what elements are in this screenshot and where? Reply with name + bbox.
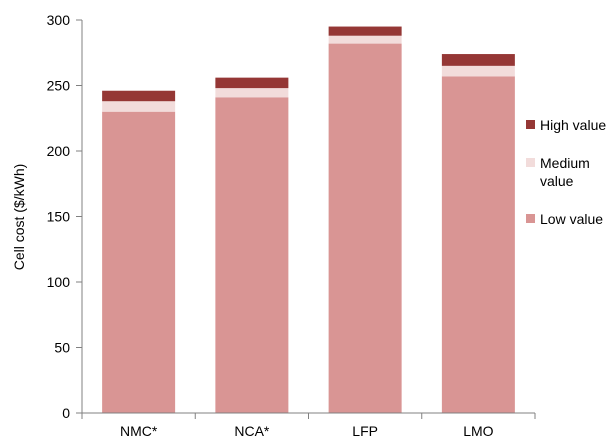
y-tick-label: 250 (47, 78, 71, 94)
bar-high-value (328, 26, 402, 36)
y-tick-label: 150 (47, 209, 71, 225)
legend-swatch-medium (526, 158, 535, 167)
bar-high-value (102, 90, 176, 102)
legend-label-high: High value (540, 117, 607, 133)
bar-high-value (215, 77, 289, 89)
x-tick-label: NMC* (120, 423, 158, 436)
bar-medium-value (215, 88, 289, 98)
bar-low-value (441, 76, 515, 413)
legend-label-low: Low value (540, 211, 604, 227)
y-tick-label: 50 (54, 340, 70, 356)
y-tick-label: 100 (47, 274, 71, 290)
bar-low-value (328, 43, 402, 413)
y-tick-label: 0 (62, 405, 70, 421)
y-tick-label: 200 (47, 143, 71, 159)
y-tick-label: 300 (47, 12, 71, 28)
bar-low-value (102, 111, 176, 413)
legend-item-high-value: High value (526, 116, 616, 136)
x-tick-label: LMO (463, 423, 493, 436)
bar-high-value (441, 54, 515, 66)
legend-item-low-value: Low value (526, 210, 616, 230)
x-axis-ticks: NMC* NCA* LFP LMO (81, 413, 536, 436)
legend-swatch-low (526, 214, 535, 223)
legend-item-medium-value: Medium value (526, 154, 616, 192)
bar-medium-value (102, 101, 176, 112)
legend-label-medium: Medium value (540, 155, 590, 189)
bar-medium-value (328, 35, 402, 44)
bar-low-value (215, 97, 289, 413)
legend: High value Medium value Low value (526, 116, 616, 248)
y-axis-title: Cell cost ($/kWh) (11, 164, 27, 271)
legend-swatch-high (526, 120, 535, 129)
bar-stacks (102, 26, 515, 413)
y-axis-ticks: 0 50 100 150 200 250 300 (47, 12, 82, 421)
x-tick-label: LFP (352, 423, 378, 436)
x-tick-label: NCA* (234, 423, 270, 436)
bar-medium-value (441, 65, 515, 77)
